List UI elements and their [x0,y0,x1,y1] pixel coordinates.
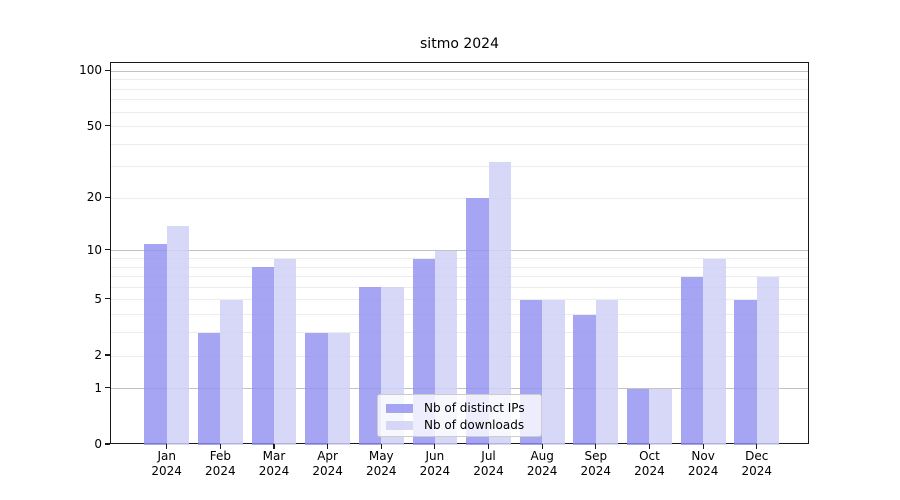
x-tick-label: Aug 2024 [526,449,558,478]
y-tick-label: 0 [94,437,102,451]
legend-swatch-distinct-ips [386,404,413,413]
y-tick-label: 1 [94,380,102,395]
bar-downloads [488,161,512,445]
x-tick-mark [595,444,597,449]
y-tick-label: 20 [86,190,102,205]
bar-downloads [703,258,726,445]
legend-label-downloads: Nb of downloads [424,418,525,432]
bar-downloads [542,299,565,445]
y-tick-mark [105,443,110,445]
bar-distinct-ips [680,276,704,445]
legend-swatch-downloads [386,421,413,430]
y-tick-mark [105,387,110,389]
y-tick-mark [105,196,110,198]
x-tick-mark [702,444,704,449]
x-tick-mark [648,444,651,449]
bar-distinct-ips [573,314,596,445]
x-tick-label: Mar 2024 [258,449,290,478]
bar-distinct-ips [144,243,167,445]
bar-downloads [756,276,780,445]
bar-downloads [327,332,351,445]
y-tick-mark [105,354,110,356]
bar-downloads [220,299,243,445]
x-tick-label: Oct 2024 [634,449,665,478]
bar-distinct-ips [251,267,274,445]
gridline-minor [111,286,808,288]
x-tick-mark [487,444,490,449]
legend: Nb of distinct IPs Nb of downloads [377,394,542,437]
gridline-minor [111,99,808,101]
y-tick-label: 2 [94,348,102,363]
x-tick-label: Apr 2024 [312,449,343,478]
chart-title: sitmo 2024 [420,36,499,52]
gridline-minor [111,266,808,268]
y-tick-mark [105,124,110,127]
x-tick-mark [756,444,758,449]
legend-label-distinct-ips: Nb of distinct IPs [424,401,525,415]
x-tick-label: Jul 2024 [473,449,504,478]
x-tick-mark [541,444,543,449]
gridline-minor [111,79,808,81]
x-tick-label: Feb 2024 [205,449,236,478]
x-tick-mark [327,444,329,449]
x-tick-mark [166,444,168,449]
x-tick-label: Sep 2024 [580,449,612,478]
bar-downloads [166,225,190,445]
y-tick-mark [105,298,110,300]
x-tick-label: Dec 2024 [741,449,772,478]
gridline-minor [111,355,808,357]
gridline-minor [111,332,808,334]
bar-downloads [649,388,672,445]
x-tick-label: Jan 2024 [151,449,182,478]
plot-area [110,62,809,445]
bar-distinct-ips [734,299,757,445]
legend-row-downloads: Nb of downloads [386,417,533,434]
gridline-minor [111,258,808,259]
gridline-minor [111,197,808,199]
x-tick-mark [434,444,436,449]
gridline-minor [111,166,808,168]
gridline-minor [111,143,808,145]
y-tick-mark [105,69,110,71]
gridline-minor [111,314,808,316]
bar-downloads [595,299,619,445]
gridline-major [111,388,808,390]
x-tick-label: Nov 2024 [687,449,719,478]
gridline-major [111,70,808,72]
gridline-major [111,250,808,252]
gridline-minor [111,88,808,90]
x-tick-mark [380,444,382,449]
x-tick-label: May 2024 [365,449,397,478]
bar-downloads [273,258,297,445]
gridline-minor [111,126,808,128]
y-tick-label: 100 [79,63,102,78]
x-tick-mark [219,444,221,449]
y-tick-mark [105,249,110,251]
bar-distinct-ips [466,198,489,445]
x-tick-mark [273,444,275,449]
x-tick-label: Jun 2024 [419,449,451,478]
gridline-minor [111,111,808,113]
y-tick-label: 10 [86,242,102,257]
gridline-minor [111,276,808,278]
gridline-minor [111,299,808,301]
y-tick-label: 50 [86,118,102,133]
legend-row-distinct-ips: Nb of distinct IPs [386,400,533,417]
bar-distinct-ips [627,388,650,445]
bar-distinct-ips [358,287,382,445]
y-tick-label: 5 [94,291,102,306]
bar-distinct-ips [305,332,328,445]
bar-distinct-ips [197,332,221,445]
